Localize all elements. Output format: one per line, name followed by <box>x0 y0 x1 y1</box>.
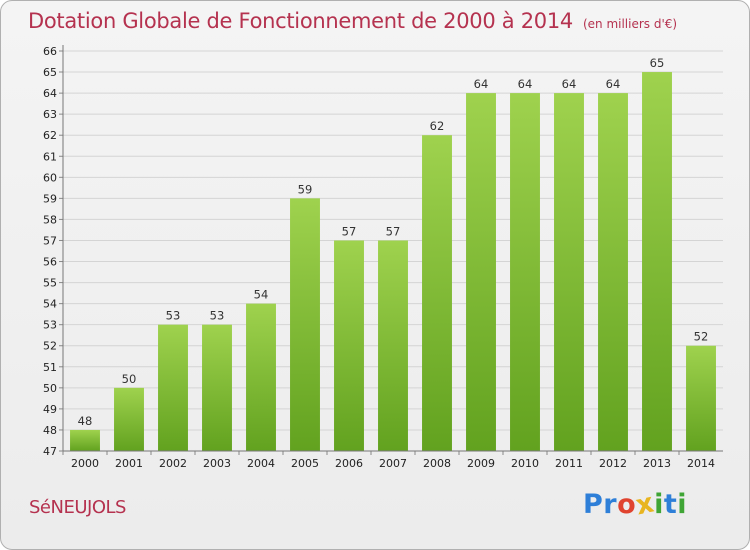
bar <box>114 387 144 451</box>
x-tick-label: 2014 <box>687 457 715 470</box>
y-tick-label: 50 <box>43 382 57 395</box>
y-tick-label: 56 <box>43 256 57 269</box>
data-label: 57 <box>386 224 401 238</box>
y-tick-label: 48 <box>43 424 57 437</box>
y-tick-label: 55 <box>43 277 57 290</box>
x-tick-label: 2005 <box>291 457 319 470</box>
x-tick-label: 2006 <box>335 457 363 470</box>
data-label: 54 <box>254 288 269 302</box>
x-tick-label: 2000 <box>71 457 99 470</box>
data-label: 64 <box>474 77 489 91</box>
y-axis-ticks: 47 48 49 50 51 52 53 54 55 56 57 58 59 60 61 62 63 64 65 66 <box>43 45 63 458</box>
bar <box>422 135 452 452</box>
data-label: 53 <box>210 309 225 323</box>
y-tick-label: 60 <box>43 171 57 184</box>
y-tick-label: 47 <box>43 445 57 458</box>
x-tick-label: 2012 <box>599 457 627 470</box>
data-labels: 48 50 53 53 54 59 57 57 62 64 64 64 64 65 52 <box>78 56 709 428</box>
x-tick-label: 2001 <box>115 457 143 470</box>
y-tick-label: 52 <box>43 340 57 353</box>
x-tick-label: 2013 <box>643 457 671 470</box>
y-tick-label: 66 <box>43 45 57 58</box>
bar <box>246 303 276 451</box>
bar <box>158 324 188 451</box>
data-label: 64 <box>562 77 577 91</box>
data-label: 52 <box>694 330 709 344</box>
bars <box>70 72 716 452</box>
y-tick-label: 65 <box>43 66 57 79</box>
bar <box>598 93 628 452</box>
y-tick-label: 49 <box>43 403 57 416</box>
bar <box>378 240 408 451</box>
y-tick-label: 58 <box>43 213 57 226</box>
bar <box>466 93 496 452</box>
y-tick-label: 59 <box>43 192 57 205</box>
bar <box>202 324 232 451</box>
data-label: 53 <box>166 309 181 323</box>
chart-title-text: Dotation Globale de Fonctionnement de 20… <box>28 9 573 33</box>
logo-letter: o <box>617 489 637 520</box>
data-label: 65 <box>650 56 665 70</box>
x-tick-label: 2009 <box>467 457 495 470</box>
logo-letter: t <box>663 489 678 520</box>
bar <box>510 93 540 452</box>
y-tick-label: 61 <box>43 150 57 163</box>
data-label: 59 <box>298 182 313 196</box>
x-tick-label: 2004 <box>247 457 275 470</box>
y-tick-label: 54 <box>43 298 57 311</box>
bar <box>290 198 320 451</box>
data-label: 57 <box>342 224 357 238</box>
bar <box>334 240 364 451</box>
logo-letter: i <box>654 489 664 520</box>
data-label: 64 <box>518 77 533 91</box>
y-tick-label: 62 <box>43 129 57 142</box>
logo-letter: i <box>677 489 688 520</box>
x-tick-label: 2010 <box>511 457 539 470</box>
logo-letter: r <box>603 489 618 520</box>
y-tick-label: 63 <box>43 108 57 121</box>
y-tick-label: 57 <box>43 234 57 247</box>
data-label: 50 <box>122 372 137 386</box>
bar <box>554 93 584 452</box>
commune-name: SéNEUJOLS <box>29 497 126 518</box>
chart-subtitle: (en milliers d'€) <box>582 17 678 31</box>
y-tick-label: 64 <box>43 87 57 100</box>
proxiti-logo: Proxiti <box>583 487 688 521</box>
bar <box>686 345 716 451</box>
bar <box>70 429 100 451</box>
axes <box>62 45 723 452</box>
x-tick-label: 2011 <box>555 457 583 470</box>
y-tick-label: 51 <box>43 361 57 374</box>
data-label: 64 <box>606 77 621 91</box>
bar <box>642 72 672 451</box>
logo-letter: P <box>583 489 604 520</box>
chart-title: Dotation Globale de Fonctionnement de 20… <box>28 9 677 33</box>
data-label: 48 <box>78 414 93 428</box>
x-tick-label: 2003 <box>203 457 231 470</box>
x-tick-label: 2008 <box>423 457 451 470</box>
x-tick-label: 2002 <box>159 457 187 470</box>
y-tick-label: 53 <box>43 319 57 332</box>
x-tick-label: 2007 <box>379 457 407 470</box>
x-axis-ticks: 2000 2001 2002 2003 2004 2005 2006 2007 2008 2009… <box>62 451 715 470</box>
data-label: 62 <box>430 119 445 133</box>
